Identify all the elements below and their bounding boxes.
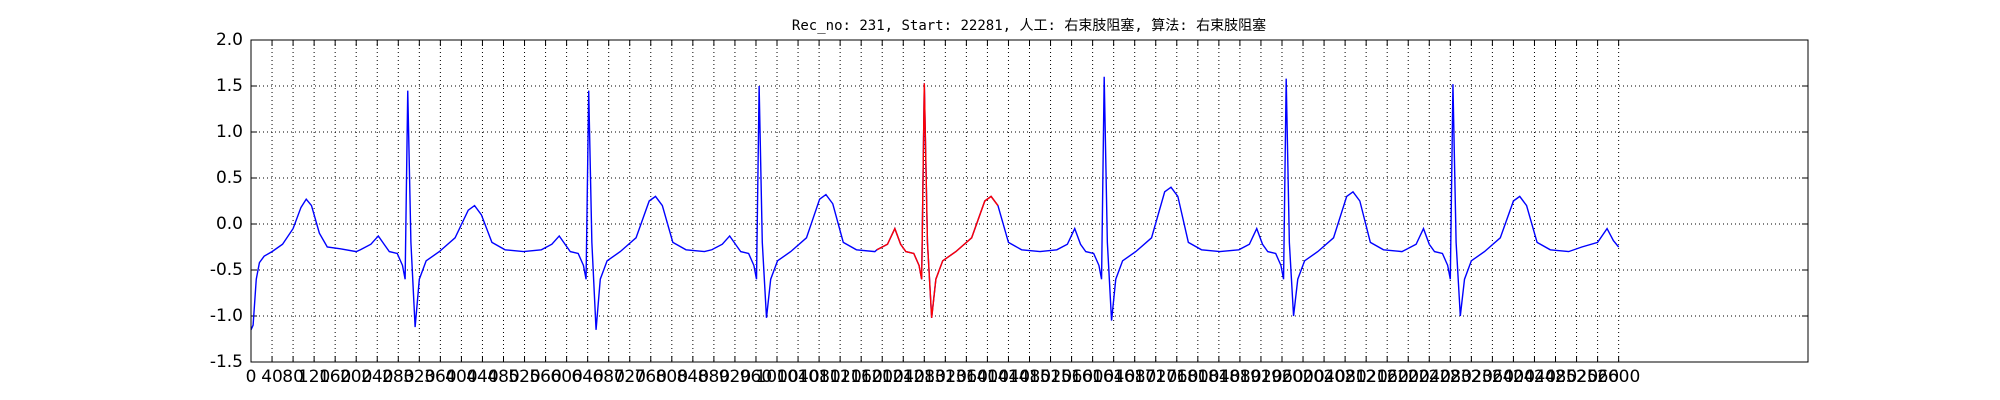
x-tick-label: 640: [571, 367, 603, 387]
x-tick-label: 2240: [1408, 367, 1451, 387]
x-tick-label: 1800: [1176, 367, 1219, 387]
x-tick-label: 280: [382, 367, 414, 387]
x-tick-label: 440: [466, 367, 498, 387]
x-tick-label: 240: [361, 367, 393, 387]
x-tick-label: 1160: [840, 367, 883, 387]
x-tick-label: 2200: [1387, 367, 1430, 387]
x-tick-label: 1280: [903, 367, 946, 387]
x-tick-label: 1880: [1218, 367, 1261, 387]
x-tick-label: 2400: [1492, 367, 1535, 387]
y-tick-label: 0.5: [216, 168, 243, 188]
x-tick-label: 1680: [1113, 367, 1156, 387]
x-tick-label: 200: [340, 367, 372, 387]
x-tick-label: 2360: [1471, 367, 1514, 387]
x-tick-label: 160: [319, 367, 351, 387]
x-tick-label: 520: [508, 367, 540, 387]
x-tick-label: 2560: [1576, 367, 1619, 387]
x-tick-label: 2040: [1302, 367, 1345, 387]
x-tick-label: 1120: [819, 367, 862, 387]
x-tick-label: 1760: [1155, 367, 1198, 387]
x-tick-label: 1440: [987, 367, 1030, 387]
x-tick-label: 1560: [1050, 367, 1093, 387]
plot-frame: [250, 39, 1809, 363]
x-tick-label: 760: [635, 367, 667, 387]
x-tick-label: 2600: [1597, 367, 1640, 387]
x-tick-label: 1200: [861, 367, 904, 387]
x-tick-label: 800: [656, 367, 688, 387]
x-tick-label: 1360: [945, 367, 988, 387]
y-tick-label: -1.5: [210, 352, 243, 372]
x-tick-label: 1720: [1134, 367, 1177, 387]
x-tick-label: 2120: [1345, 367, 1388, 387]
x-tick-label: 2080: [1323, 367, 1366, 387]
x-tick-label: 1400: [966, 367, 1009, 387]
y-tick-label: 1.5: [216, 76, 243, 96]
x-tick-label: 1920: [1239, 367, 1282, 387]
x-tick-label: 1480: [1008, 367, 1051, 387]
x-tick-label: 1000: [755, 367, 798, 387]
x-tick-label: 2520: [1555, 367, 1598, 387]
x-tick-label: 720: [614, 367, 646, 387]
x-tick-label: 1840: [1197, 367, 1240, 387]
x-tick-label: 880: [698, 367, 730, 387]
x-tick-label: 1080: [797, 367, 840, 387]
x-tick-label: 960: [740, 367, 772, 387]
x-tick-label: 2160: [1366, 367, 1409, 387]
x-tick-label: 2000: [1281, 367, 1324, 387]
x-tick-label: 560: [529, 367, 561, 387]
x-tick-label: 360: [424, 367, 456, 387]
x-tick-label: 1640: [1092, 367, 1135, 387]
x-tick-label: 680: [592, 367, 624, 387]
x-tick-label: 840: [677, 367, 709, 387]
y-tick-label: 2.0: [216, 30, 243, 50]
y-tick-label: 1.0: [216, 122, 243, 142]
series-line: [876, 83, 999, 318]
x-tick-label: 320: [403, 367, 435, 387]
x-tick-label: 1240: [882, 367, 925, 387]
x-tick-label: 400: [445, 367, 477, 387]
x-tick-label: 40: [261, 367, 283, 387]
x-tick-label: 0: [246, 367, 257, 387]
x-tick-label: 920: [719, 367, 751, 387]
x-tick-label: 1320: [924, 367, 967, 387]
x-tick-label: 2280: [1429, 367, 1472, 387]
x-tick-label: 2480: [1534, 367, 1577, 387]
x-tick-label: 120: [298, 367, 330, 387]
x-tick-label: 1960: [1260, 367, 1303, 387]
x-tick-label: 2440: [1513, 367, 1556, 387]
x-tick-label: 1600: [1071, 367, 1114, 387]
x-tick-label: 80: [282, 367, 304, 387]
y-tick-label: -0.5: [210, 260, 243, 280]
y-tick-label: 0.0: [216, 214, 243, 234]
x-tick-label: 480: [487, 367, 519, 387]
x-tick-label: 1520: [1029, 367, 1072, 387]
y-tick-label: -1.0: [210, 306, 243, 326]
chart-title: Rec_no: 231, Start: 22281, 人工: 右束肢阻塞, 算法…: [792, 17, 1266, 34]
x-tick-label: 2320: [1450, 367, 1493, 387]
x-tick-label: 600: [550, 367, 582, 387]
x-tick-label: 1040: [776, 367, 819, 387]
